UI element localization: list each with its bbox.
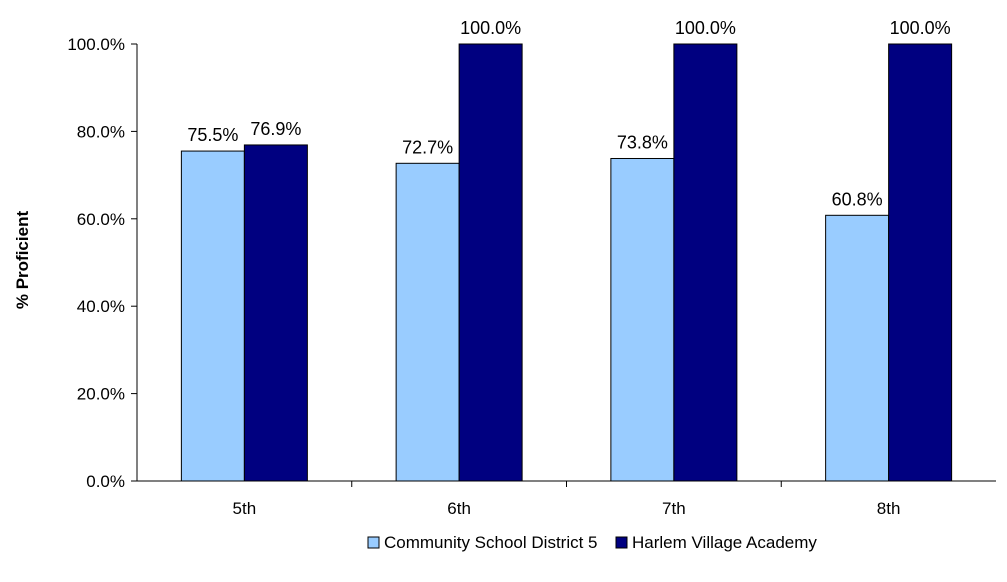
bar [673,43,738,482]
y-tick-label: 0.0% [86,472,125,491]
data-label: 100.0% [460,18,521,38]
x-tick-label: 8th [877,499,901,518]
legend-label: Harlem Village Academy [632,533,817,552]
data-label: 100.0% [890,18,951,38]
y-tick-label: 60.0% [77,210,125,229]
bar [180,150,245,482]
plot-area: 0.0% 20.0% 40.0% 60.0% 80.0% 100.0% 5th 75.5% 76… [67,18,996,518]
data-label: 73.8% [617,132,668,152]
y-axis-label: % Proficient [13,211,32,310]
bar [825,214,890,482]
data-label: 75.5% [187,125,238,145]
legend-swatch [367,536,380,549]
bar [888,43,953,482]
data-label: 72.7% [402,137,453,157]
legend-label: Community School District 5 [384,533,598,552]
data-label: 100.0% [675,18,736,38]
data-label: 60.8% [832,189,883,209]
legend-swatch [615,536,628,549]
y-tick-label: 80.0% [77,122,125,141]
x-tick-label: 5th [233,499,257,518]
y-tick-label: 40.0% [77,297,125,316]
bar [458,43,523,482]
x-tick-label: 6th [447,499,471,518]
bar [395,162,460,482]
bar [243,144,308,482]
x-tick-label: 7th [662,499,686,518]
y-tick-label: 20.0% [77,385,125,404]
data-label: 76.9% [250,119,301,139]
legend: Community School District 5 Harlem Villag… [367,533,817,552]
bar [610,157,675,482]
y-tick-label: 100.0% [67,35,125,54]
